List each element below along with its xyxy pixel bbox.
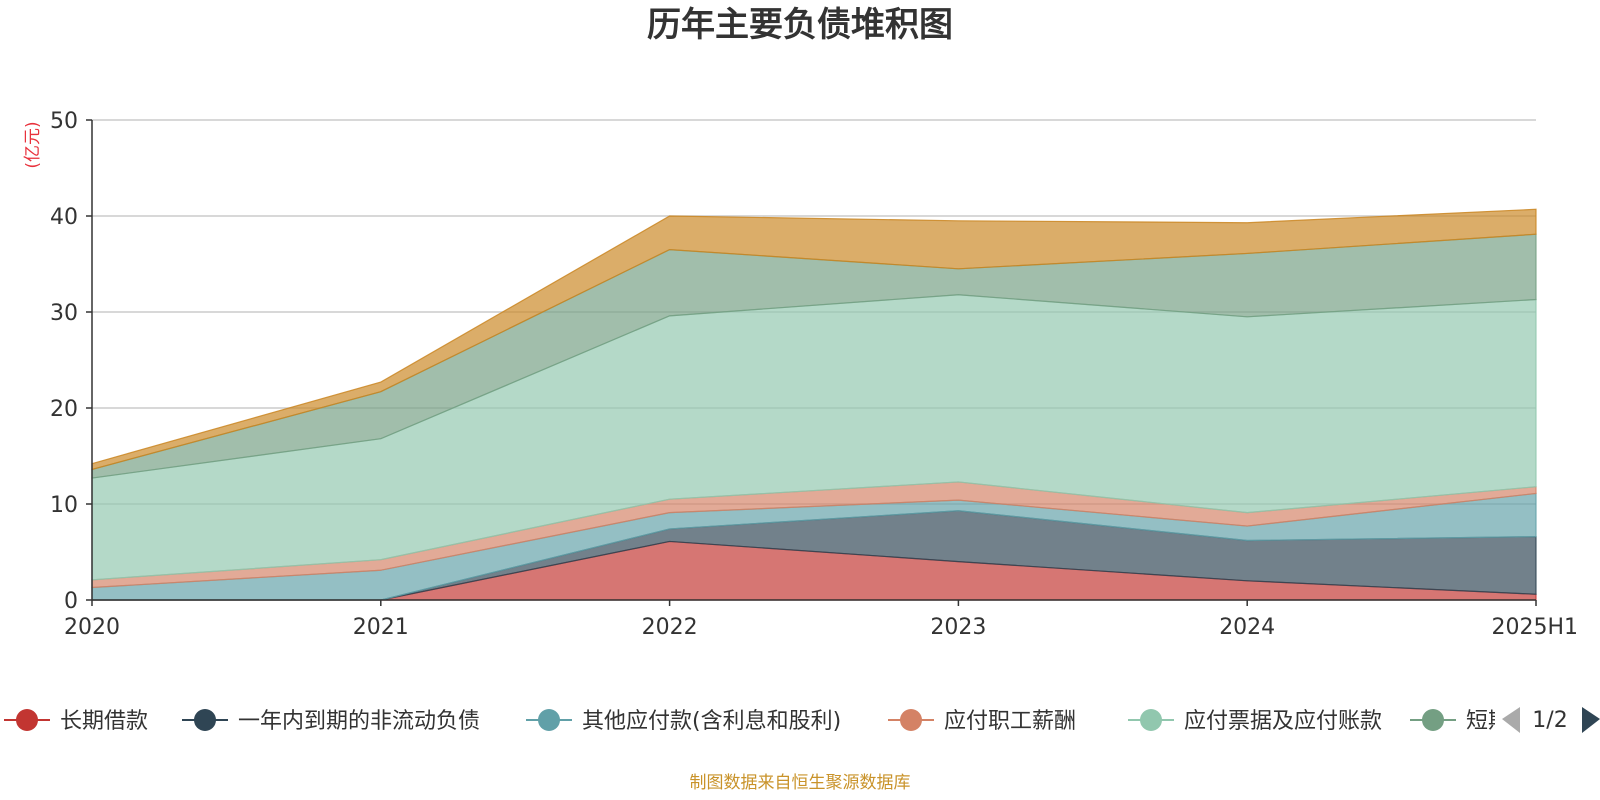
legend-item[interactable]: 其他应付款(含利息和股利) bbox=[526, 709, 841, 734]
legend-marker-icon bbox=[194, 709, 216, 731]
y-axis-unit-label: (亿元) bbox=[23, 121, 43, 168]
x-axis-ticks: 2020 2021 2022 2023 2024 2025H1 bbox=[64, 600, 1578, 640]
area-series-6 bbox=[91, 208, 1537, 471]
legend-item[interactable]: 应付票据及应付账款 bbox=[1128, 709, 1382, 734]
source-note: 制图数据来自恒生聚源数据库 bbox=[690, 773, 911, 793]
stacked-areas bbox=[91, 208, 1537, 601]
y-tick-label: 20 bbox=[50, 397, 78, 422]
legend-label: 其他应付款(含利息和股利) bbox=[582, 709, 841, 734]
y-axis-ticks: 0 10 20 30 40 50 bbox=[50, 109, 92, 614]
pager-indicator: 1/2 bbox=[1532, 708, 1567, 733]
chart-title: 历年主要负债堆积图 bbox=[647, 5, 953, 45]
legend: 长期借款 一年内到期的非流动负债 其他应付款(含利息和股利) 应付职工薪酬 应付票据及应… bbox=[4, 709, 1554, 734]
legend-item[interactable]: 短期借款 bbox=[1410, 709, 1554, 734]
x-tick-label: 2021 bbox=[353, 615, 409, 640]
legend-marker-icon bbox=[16, 709, 38, 731]
y-tick-label: 50 bbox=[50, 109, 78, 134]
x-tick-label: 2024 bbox=[1219, 615, 1275, 640]
legend-label: 短期借款 bbox=[1466, 709, 1554, 734]
pager-prev-icon[interactable] bbox=[1502, 707, 1520, 733]
axes bbox=[91, 120, 1536, 601]
y-tick-label: 0 bbox=[64, 589, 78, 614]
y-tick-label: 30 bbox=[50, 301, 78, 326]
legend-marker-icon bbox=[1422, 709, 1444, 731]
y-tick-label: 40 bbox=[50, 205, 78, 230]
y-tick-label: 10 bbox=[50, 493, 78, 518]
legend-marker-icon bbox=[900, 709, 922, 731]
legend-label: 应付票据及应付账款 bbox=[1184, 709, 1382, 734]
legend-item[interactable]: 应付职工薪酬 bbox=[888, 709, 1076, 734]
x-tick-label: 2020 bbox=[64, 615, 120, 640]
legend-label: 长期借款 bbox=[60, 709, 148, 734]
x-tick-label: 2023 bbox=[930, 615, 986, 640]
legend-label: 一年内到期的非流动负债 bbox=[238, 709, 480, 734]
legend-item[interactable]: 长期借款 bbox=[4, 709, 148, 734]
x-tick-label: 2022 bbox=[642, 615, 698, 640]
legend-label: 应付职工薪酬 bbox=[944, 709, 1076, 734]
x-tick-label: 2025H1 bbox=[1491, 615, 1578, 640]
legend-marker-icon bbox=[1140, 709, 1162, 731]
pager-next-icon[interactable] bbox=[1582, 707, 1600, 733]
legend-marker-icon bbox=[538, 709, 560, 731]
legend-item[interactable]: 一年内到期的非流动负债 bbox=[182, 709, 480, 734]
legend-pager: 1/2 bbox=[1502, 707, 1600, 733]
